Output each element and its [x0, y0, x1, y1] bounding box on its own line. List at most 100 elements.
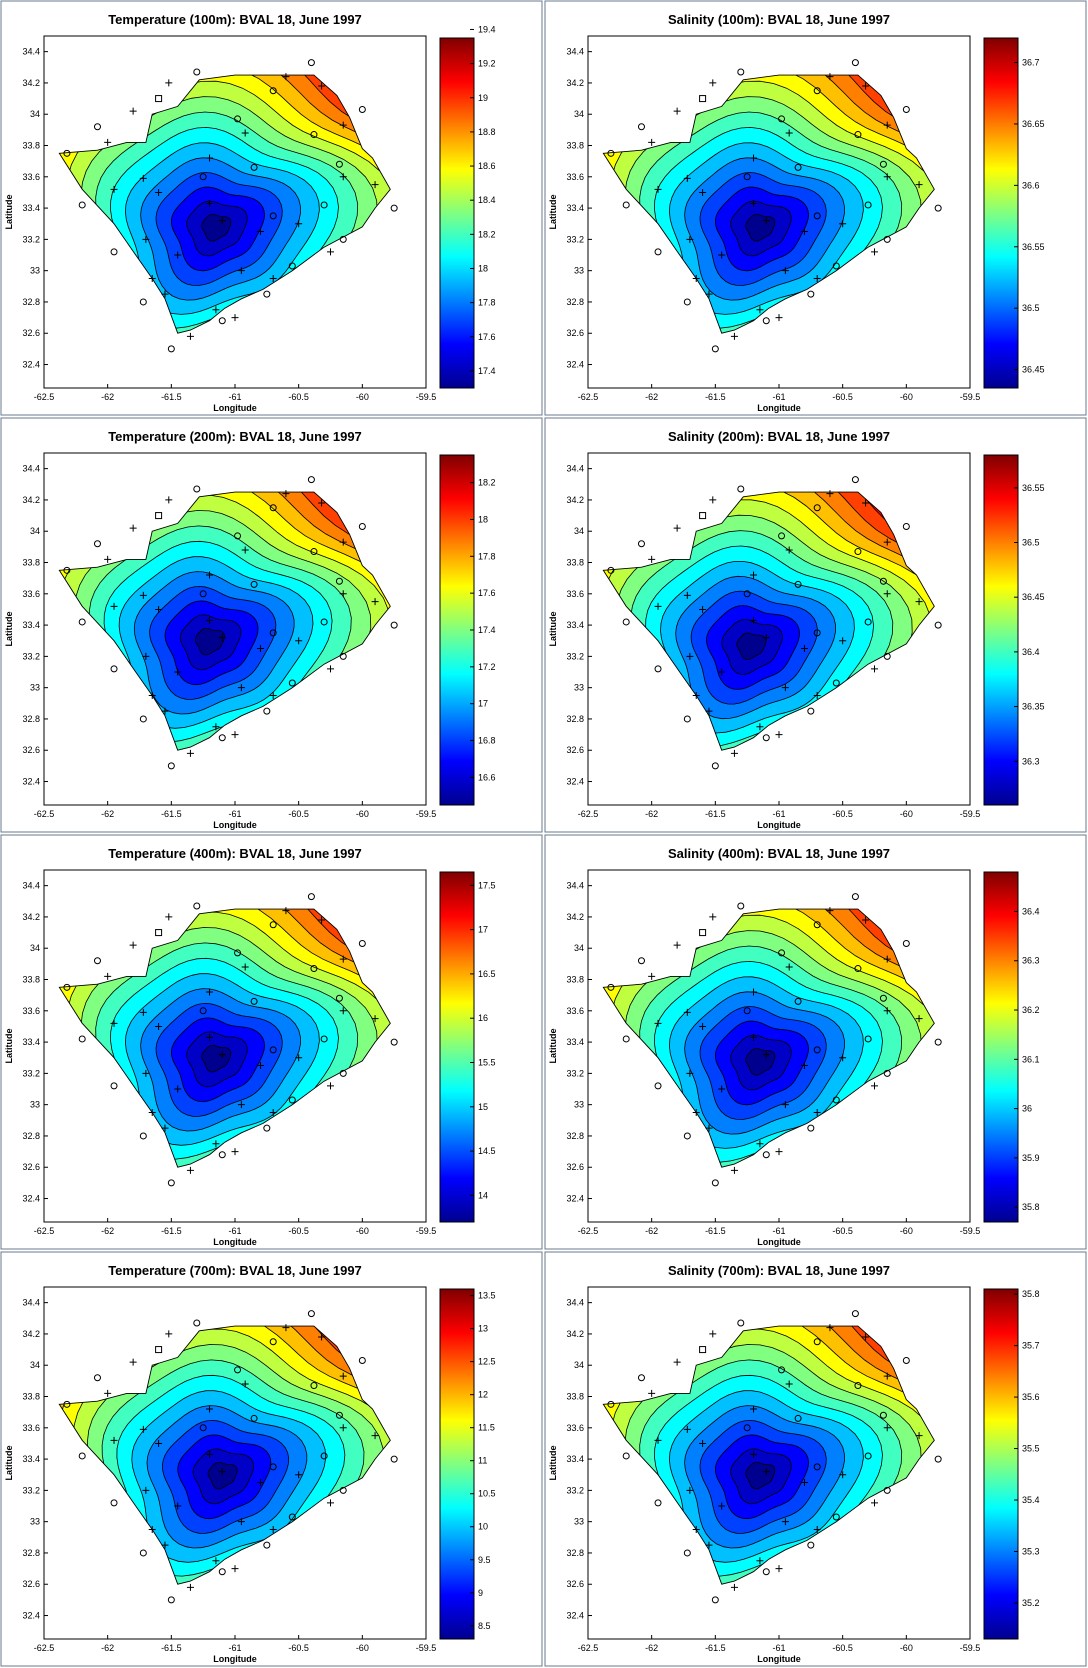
station-marker-plus	[775, 1148, 783, 1156]
station-marker-plus	[129, 524, 137, 532]
station-marker-circle	[711, 345, 719, 353]
station-marker-circle	[607, 566, 615, 574]
station-marker-plus	[826, 73, 834, 81]
station-marker-circle	[607, 983, 615, 991]
y-tick-label: 33.2	[22, 651, 40, 661]
y-tick-label: 34.2	[22, 495, 40, 505]
colorbar-tick-label: 36.2	[1022, 1005, 1040, 1015]
station-marker-circle	[269, 87, 277, 95]
y-tick-label: 33.6	[22, 589, 40, 599]
x-tick-label: -62	[101, 1643, 114, 1653]
x-tick-label: -62.5	[34, 1643, 55, 1653]
panel-title: Salinity (200m): BVAL 18, June 1997	[668, 429, 890, 444]
station-marker-plus	[862, 82, 870, 90]
station-marker-circle	[902, 106, 910, 114]
station-marker-plus	[174, 1085, 182, 1093]
station-marker-plus	[699, 1439, 707, 1447]
station-marker-circle	[288, 679, 296, 687]
colorbar-tick-label: 13.5	[478, 1291, 496, 1301]
y-tick-label: 34	[574, 1360, 584, 1370]
x-tick-label: -62	[645, 392, 658, 402]
station-marker-circle	[737, 485, 745, 493]
colorbar-tick-label: 36.35	[1022, 702, 1045, 712]
y-tick-label: 32.8	[566, 1548, 584, 1558]
domain-outline	[58, 491, 391, 751]
colorbar-tick-label: 14.5	[478, 1146, 496, 1156]
station-marker-plus	[218, 217, 226, 225]
y-tick-label: 33	[574, 683, 584, 693]
station-marker-plus	[692, 274, 700, 282]
station-marker-square	[155, 1346, 163, 1354]
panel-title: Salinity (400m): BVAL 18, June 1997	[668, 846, 890, 861]
colorbar	[439, 37, 475, 389]
station-marker-circle	[854, 1382, 862, 1390]
station-marker-plus	[705, 1541, 713, 1549]
station-marker-plus	[800, 1479, 808, 1487]
y-tick-label: 34	[574, 943, 584, 953]
station-marker-plus	[295, 220, 303, 228]
station-marker-circle	[250, 580, 258, 588]
x-tick-label: -62	[101, 809, 114, 819]
station-marker-plus	[186, 749, 194, 757]
x-tick-label: -60.5	[288, 1643, 309, 1653]
colorbar-tick-label: 36.65	[1022, 119, 1045, 129]
station-marker-plus	[883, 173, 891, 181]
station-marker-circle	[854, 131, 862, 139]
station-marker-circle	[807, 1541, 815, 1549]
station-marker-circle	[358, 1357, 366, 1365]
station-marker-plus	[775, 1565, 783, 1573]
x-tick-label: -60	[900, 392, 913, 402]
x-tick-label: -62.5	[34, 392, 55, 402]
x-tick-label: -62.5	[34, 809, 55, 819]
station-marker-circle	[813, 1463, 821, 1471]
station-marker-plus	[705, 707, 713, 715]
y-tick-label: 32.6	[566, 745, 584, 755]
station-marker-circle	[263, 1124, 271, 1132]
contour-band	[745, 1462, 776, 1490]
colorbar-tick-label: 36.5	[1022, 303, 1040, 313]
station-marker-circle	[110, 248, 118, 256]
y-tick-label: 33.6	[566, 1423, 584, 1433]
colorbar-tick-label: 35.3	[1022, 1547, 1040, 1557]
panel-title: Temperature (400m): BVAL 18, June 1997	[108, 846, 362, 861]
station-marker-plus	[282, 73, 290, 81]
station-marker-circle	[218, 317, 226, 325]
station-marker-plus	[327, 248, 334, 256]
station-marker-circle	[358, 940, 366, 948]
colorbar	[983, 37, 1019, 389]
panel-title: Temperature (200m): BVAL 18, June 1997	[108, 429, 362, 444]
station-marker-plus	[862, 916, 870, 924]
y-tick-label: 33.2	[566, 234, 584, 244]
station-marker-plus	[654, 1436, 662, 1444]
station-marker-plus	[206, 1405, 214, 1413]
station-marker-circle	[683, 1132, 691, 1140]
domain-outline	[602, 908, 935, 1168]
station-marker-plus	[781, 684, 789, 692]
station-marker-plus	[648, 1389, 656, 1397]
station-marker-circle	[310, 131, 318, 139]
station-marker-plus	[750, 1033, 758, 1041]
x-tick-label: -61.5	[161, 809, 182, 819]
colorbar-tick-label: 36.3	[1022, 756, 1040, 766]
station-marker-circle	[683, 298, 691, 306]
panel-title: Salinity (100m): BVAL 18, June 1997	[668, 12, 890, 27]
colorbar-tick-label: 17.8	[478, 298, 496, 308]
station-marker-plus	[339, 1424, 347, 1432]
station-marker-circle	[902, 523, 910, 531]
x-axis-label: Longitude	[213, 1237, 257, 1247]
station-marker-plus	[785, 546, 793, 554]
contour-panel: Temperature (200m): BVAL 18, June 1997 -6…	[0, 417, 543, 833]
station-marker-circle	[335, 994, 343, 1002]
station-marker-plus	[110, 1436, 118, 1444]
station-marker-circle	[78, 201, 86, 209]
station-marker-circle	[269, 504, 277, 512]
x-tick-label: -61	[228, 1643, 241, 1653]
y-tick-label: 34	[30, 943, 40, 953]
station-marker-plus	[862, 499, 870, 507]
x-axis-label: Longitude	[757, 403, 801, 413]
station-marker-plus	[339, 1372, 347, 1380]
y-tick-label: 33.8	[22, 975, 40, 985]
station-marker-plus	[339, 173, 347, 181]
contour-panel: Salinity (700m): BVAL 18, June 1997 -62.5…	[544, 1251, 1087, 1667]
y-tick-label: 32.8	[566, 714, 584, 724]
